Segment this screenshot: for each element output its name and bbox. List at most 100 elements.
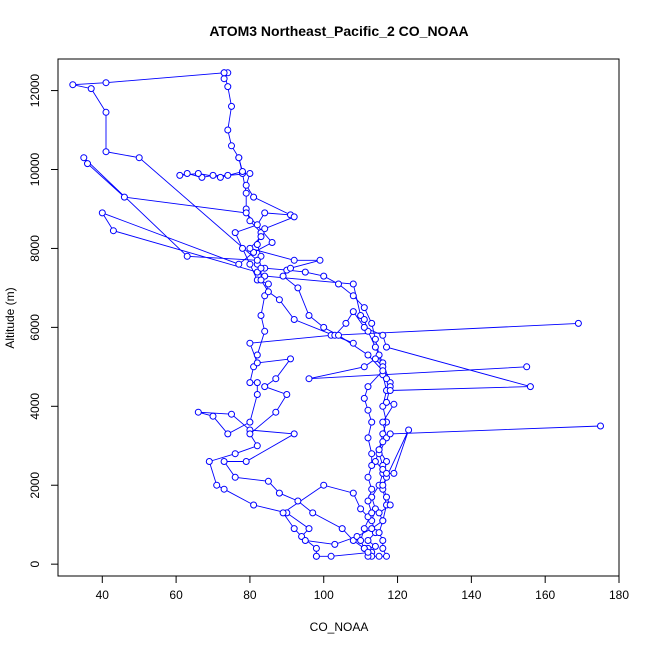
data-point [371, 335, 379, 343]
data-point [360, 316, 368, 323]
data-point [312, 552, 320, 560]
data-point [224, 171, 232, 179]
data-point [250, 193, 258, 201]
data-point [246, 379, 254, 387]
data-point [383, 552, 390, 560]
x-axis-label: CO_NOAA [310, 620, 369, 634]
data-point [383, 398, 390, 406]
data-point [235, 260, 243, 268]
y-tick-label: 12000 [28, 74, 42, 108]
data-point [338, 525, 346, 533]
data-point [349, 292, 357, 300]
y-tick-label: 4000 [28, 393, 42, 420]
series-points [69, 69, 604, 560]
data-point [290, 430, 298, 438]
data-point [375, 446, 383, 454]
data-point [261, 383, 269, 391]
data-point [357, 537, 365, 544]
data-point [253, 221, 261, 229]
data-point [364, 548, 372, 556]
x-tick-label: 160 [535, 588, 555, 602]
data-point [371, 343, 379, 351]
data-point [301, 537, 309, 544]
data-point [209, 171, 217, 179]
x-tick-label: 60 [169, 588, 183, 602]
data-point [253, 442, 261, 450]
x-tick-label: 100 [314, 588, 334, 602]
data-point [242, 189, 250, 197]
data-point [597, 422, 604, 430]
data-point [253, 256, 261, 264]
data-point [383, 469, 390, 477]
data-point [290, 213, 298, 221]
data-point [405, 426, 413, 434]
data-point [386, 501, 394, 509]
data-point [375, 509, 383, 517]
data-point [364, 406, 372, 414]
data-point [239, 244, 246, 252]
data-point [360, 363, 368, 371]
data-point [253, 359, 261, 367]
x-tick-label: 120 [388, 588, 408, 602]
data-point [364, 351, 372, 359]
data-point [523, 363, 531, 371]
data-point [574, 319, 582, 327]
data-point [246, 260, 254, 268]
data-point [261, 209, 269, 217]
data-point [368, 462, 376, 469]
data-point [390, 400, 398, 408]
data-point [301, 268, 309, 276]
data-point [264, 288, 272, 296]
data-point [228, 410, 235, 418]
data-point [275, 296, 283, 304]
data-point [379, 517, 387, 525]
data-point [84, 160, 91, 168]
data-point [120, 193, 128, 201]
data-point [335, 331, 342, 339]
series-line-6 [282, 425, 601, 545]
data-point [379, 537, 387, 544]
data-point [253, 391, 261, 398]
data-point [224, 430, 232, 438]
data-point [305, 312, 313, 319]
data-point [194, 170, 202, 177]
data-point [246, 217, 254, 225]
data-point [235, 154, 243, 162]
data-point [261, 225, 269, 233]
data-point [364, 434, 372, 442]
data-point [176, 171, 184, 179]
data-point [246, 244, 254, 252]
y-tick-label: 8000 [28, 235, 42, 262]
data-point [242, 209, 250, 217]
x-tick-label: 140 [461, 588, 481, 602]
y-tick-label: 6000 [28, 314, 42, 341]
x-tick-label: 80 [243, 588, 257, 602]
data-point [294, 497, 302, 505]
data-point [386, 430, 394, 438]
data-point [213, 481, 221, 489]
data-point [349, 308, 357, 316]
data-point [335, 280, 342, 288]
x-axis: 40 60 80 100 120 140 160 180 [96, 575, 629, 602]
data-point [220, 485, 228, 493]
data-point [231, 229, 239, 237]
data-point [257, 276, 265, 284]
data-point [253, 351, 261, 359]
data-point [290, 525, 298, 533]
data-point [246, 418, 254, 426]
data-point [253, 241, 261, 248]
data-point [264, 477, 272, 485]
data-point [257, 312, 265, 319]
data-point [312, 544, 320, 552]
data-point [287, 355, 294, 363]
data-point [250, 501, 258, 509]
data-point [183, 252, 191, 260]
data-point [375, 552, 383, 560]
series-line-5 [260, 268, 531, 391]
data-point [87, 85, 95, 93]
data-point [360, 304, 368, 312]
data-point [379, 438, 387, 446]
data-point [109, 227, 117, 235]
data-point [368, 418, 376, 426]
